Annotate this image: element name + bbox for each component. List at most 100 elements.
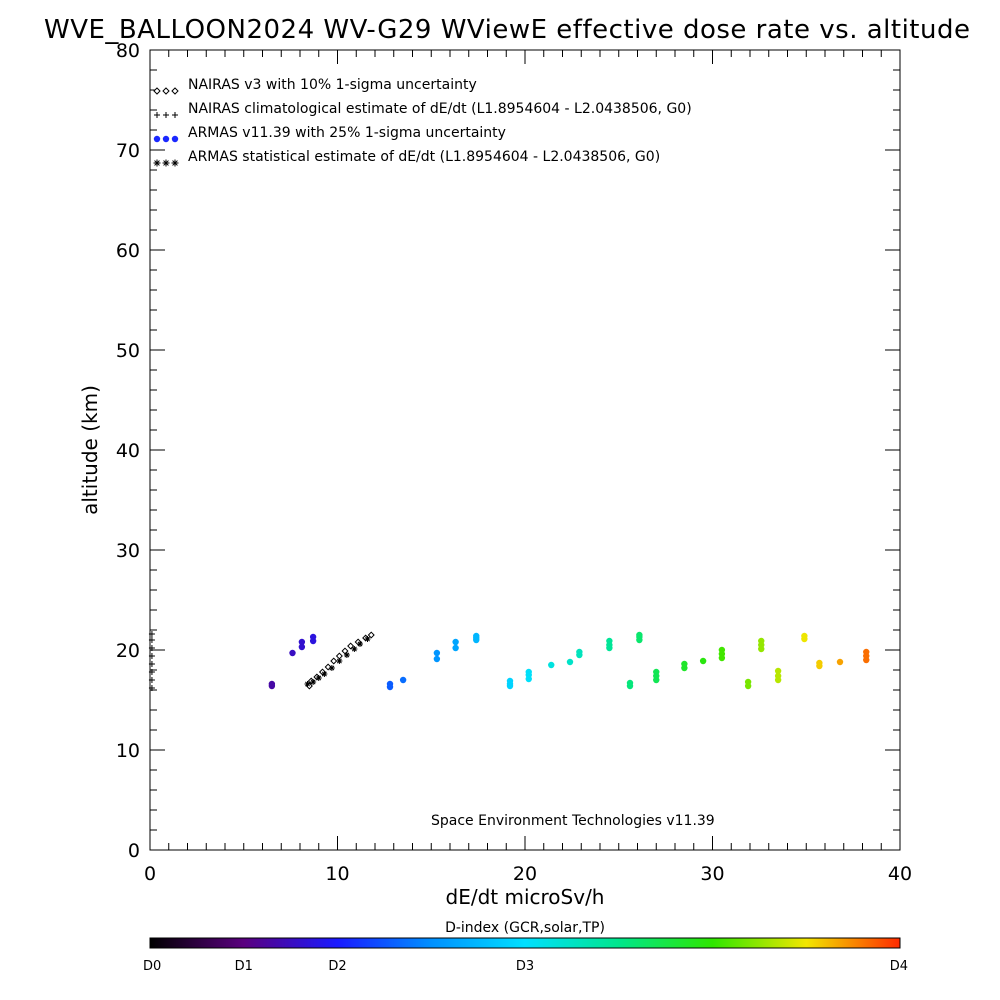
data-point	[576, 648, 583, 656]
data-point	[335, 652, 343, 660]
data-point	[774, 667, 782, 675]
data-point	[310, 679, 317, 685]
legend-marker	[153, 159, 161, 167]
data-point	[268, 682, 276, 690]
data-point	[473, 632, 480, 640]
data-point	[744, 678, 752, 686]
data-point	[343, 652, 350, 658]
colorbar-label: D4	[890, 959, 908, 974]
data-point	[836, 658, 844, 666]
colorbar	[149, 937, 901, 949]
x-tick-label: 10	[325, 863, 349, 885]
data-point	[148, 685, 155, 691]
colorbar-label: D2	[328, 959, 346, 974]
legend-marker	[172, 112, 178, 118]
data-point	[452, 638, 459, 646]
x-tick-label: 20	[513, 863, 537, 885]
legend-symbol-asterisk	[153, 159, 179, 167]
data-point	[433, 649, 441, 657]
series-armas	[304, 636, 371, 687]
data-point	[367, 631, 375, 639]
data-point	[351, 646, 358, 652]
x-tick-label: 30	[700, 863, 724, 885]
y-tick-label: 10	[116, 740, 140, 762]
data-point	[148, 637, 155, 643]
legend-symbol-dot	[153, 135, 179, 143]
legend-label: ARMAS statistical estimate of dE/dt (L1.…	[188, 149, 660, 165]
data-point	[321, 671, 328, 677]
data-point	[148, 645, 155, 651]
legend-symbol-plus	[154, 112, 178, 118]
colorbar-label: D3	[516, 959, 534, 974]
data-point	[525, 668, 532, 676]
data-point	[148, 631, 155, 637]
data-point	[148, 677, 155, 683]
data-point	[324, 663, 332, 671]
chart-title: WVE_BALLOON2024 WV-G29 WViewE effective …	[44, 15, 970, 45]
data-point	[148, 669, 155, 675]
legend-marker	[163, 112, 169, 118]
colorbar-label: D1	[235, 959, 253, 974]
data-point	[148, 653, 155, 659]
y-tick-label: 20	[116, 640, 140, 662]
data-point	[718, 646, 726, 654]
data-point	[364, 636, 371, 642]
data-point	[816, 659, 823, 667]
data-point	[681, 660, 688, 668]
credit-annotation: Space Environment Technologies v11.39	[431, 813, 715, 829]
plot-frame	[149, 49, 901, 851]
data-point	[653, 668, 660, 676]
data-point	[863, 648, 870, 656]
x-tick-label: 0	[144, 863, 156, 885]
axis-ticks: 0 10 20 30 40 0 10 20 30 40 50 60 70 80	[116, 40, 912, 885]
data-point	[304, 681, 311, 687]
legend-marker	[153, 135, 161, 143]
data-point	[298, 638, 306, 646]
data-point	[801, 632, 808, 640]
y-axis-label: altitude (km)	[78, 385, 102, 515]
legend-marker	[171, 159, 179, 167]
data-point	[626, 679, 634, 687]
data-point	[386, 683, 394, 691]
legend-marker	[162, 135, 170, 143]
data-point	[606, 637, 613, 645]
data-point	[309, 633, 317, 641]
series-armas	[268, 631, 870, 691]
legend-marker	[171, 135, 179, 143]
legend-label: NAIRAS v3 with 10% 1-sigma uncertainty	[188, 77, 477, 93]
x-axis-label: dE/dt microSv/h	[446, 885, 605, 909]
y-tick-label: 60	[116, 240, 140, 262]
data-point	[336, 658, 343, 664]
data-points	[148, 631, 870, 691]
data-point	[433, 655, 441, 663]
data-point	[357, 641, 363, 647]
series-nairas	[148, 631, 155, 691]
data-point	[399, 676, 407, 684]
data-point	[758, 637, 765, 645]
legend-marker	[162, 87, 170, 95]
data-point	[566, 658, 574, 666]
legend-marker	[171, 87, 179, 95]
colorbar-labels: D0 D1 D2 D3 D4	[143, 959, 908, 974]
data-point	[548, 661, 555, 669]
data-point	[699, 657, 707, 665]
data-point	[506, 677, 514, 685]
legend: NAIRAS v3 with 10% 1-sigma uncertainty NA…	[153, 77, 692, 167]
legend-label: ARMAS v11.39 with 25% 1-sigma uncertaint…	[188, 125, 506, 141]
y-tick-label: 80	[116, 40, 140, 62]
data-point	[774, 672, 782, 680]
data-point	[289, 649, 296, 657]
data-point	[636, 631, 643, 639]
legend-symbol-diamond	[153, 87, 179, 95]
data-point	[328, 665, 335, 671]
y-tick-label: 70	[116, 140, 140, 162]
legend-marker	[154, 112, 160, 118]
y-tick-label: 50	[116, 340, 140, 362]
colorbar-label: D0	[143, 959, 161, 974]
data-point	[148, 661, 155, 667]
data-point	[330, 657, 338, 665]
data-point	[452, 644, 459, 652]
colorbar-title: D-index (GCR,solar,TP)	[445, 920, 605, 936]
y-tick-label: 30	[116, 540, 140, 562]
